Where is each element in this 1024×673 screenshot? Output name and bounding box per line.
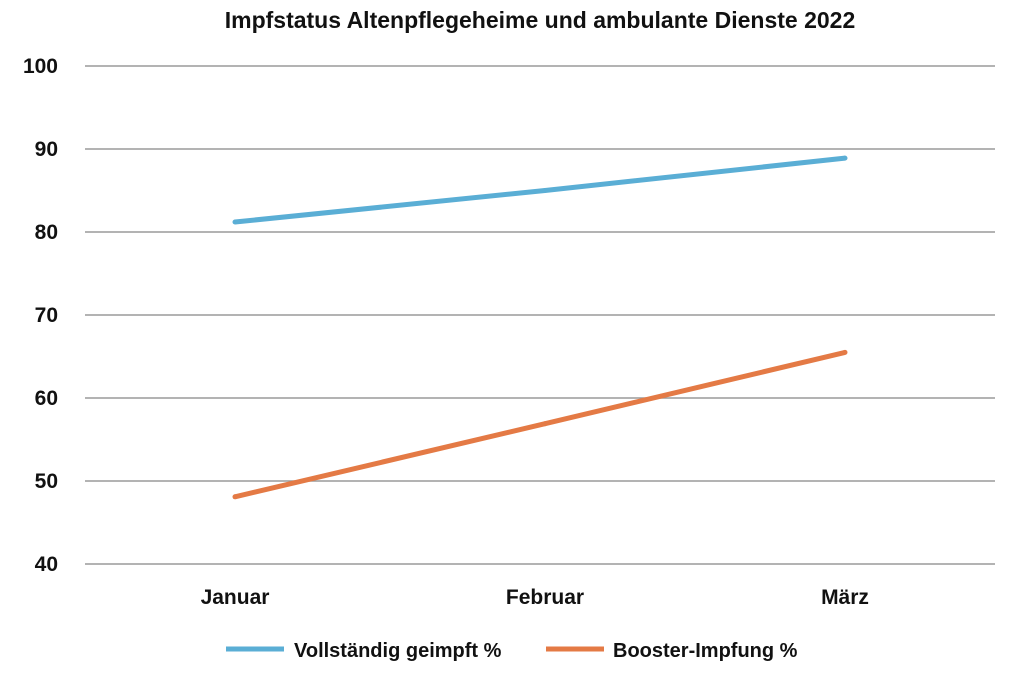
series-line-2 — [234, 349, 846, 500]
data-point-s1-3 — [842, 155, 848, 161]
data-point-s2-1 — [232, 494, 238, 500]
chart-title: Impfstatus Altenpflegeheime und ambulant… — [225, 7, 856, 33]
data-point-s1-1 — [232, 219, 238, 225]
legend-label-2: Booster-Impfung % — [613, 640, 798, 662]
series-line-1 — [234, 155, 846, 225]
y-tick-label-100: 100 — [23, 55, 58, 78]
x-axis-tick-labels: Januar Februar März — [201, 586, 869, 609]
y-tick-label-50: 50 — [35, 470, 58, 493]
legend-label-1: Vollständig geimpft % — [294, 640, 502, 662]
x-tick-label-1: Januar — [201, 586, 270, 609]
gridlines — [85, 65, 995, 565]
data-point-s2-3 — [842, 349, 848, 355]
y-axis-tick-labels: 40 50 60 70 80 90 100 — [23, 55, 58, 576]
legend: Vollständig geimpft % Booster-Impfung % — [226, 640, 798, 662]
x-tick-label-2: Februar — [506, 586, 584, 609]
y-tick-label-70: 70 — [35, 304, 58, 327]
data-point-s1-2 — [542, 188, 548, 193]
y-tick-label-40: 40 — [35, 553, 58, 576]
series-lines — [232, 155, 848, 500]
y-tick-label-90: 90 — [35, 138, 58, 161]
data-point-s2-2 — [542, 421, 548, 427]
y-tick-label-80: 80 — [35, 221, 58, 244]
x-tick-label-3: März — [821, 586, 869, 609]
y-tick-label-60: 60 — [35, 387, 58, 410]
